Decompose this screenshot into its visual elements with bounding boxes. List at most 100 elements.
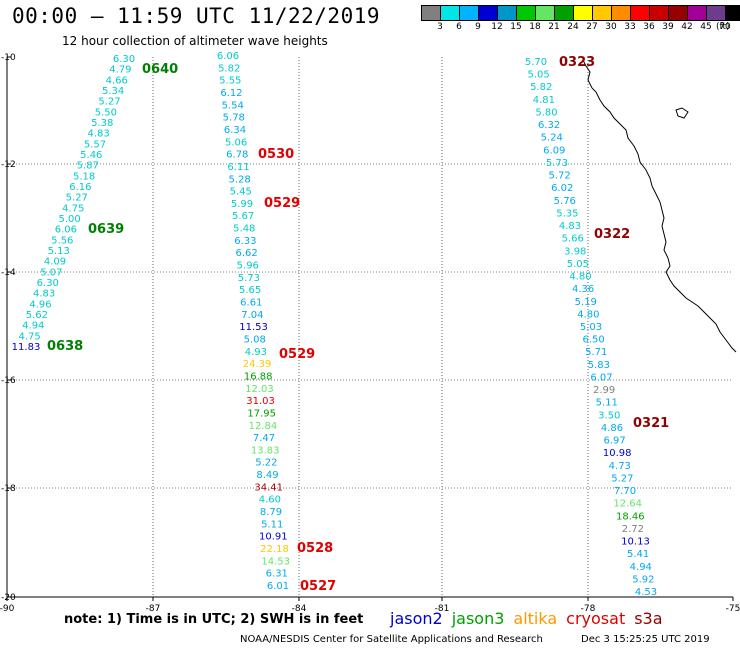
legend-item-altika: altika [513, 609, 558, 628]
pass-time-label: 0640 [142, 62, 178, 77]
wave-height-value: 5.55 [219, 76, 241, 87]
y-axis-ticks: -10 -12 -14 -16 -18 -20 [1, 53, 16, 603]
wave-height-value: 5.78 [223, 113, 245, 124]
wave-height-value: 6.31 [266, 569, 288, 580]
track-c: 5.705.055.824.815.806.325.246.095.735.72… [525, 55, 669, 598]
wave-height-value: 6.12 [220, 88, 242, 99]
map-title: 00:00 – 11:59 UTC 11/22/2019 [12, 4, 381, 28]
footer-note: note: 1) Time is in UTC; 2) SWH is in fe… [64, 612, 364, 627]
wave-height-value: 2.99 [593, 385, 615, 396]
colorbar-cell [593, 6, 612, 20]
wave-height-value: 5.82 [218, 63, 240, 74]
colorbar-tick-label: 24 [567, 22, 579, 32]
wave-height-value: 5.65 [239, 285, 261, 296]
wave-height-value: 5.92 [632, 574, 654, 585]
wave-height-value: 5.82 [530, 82, 552, 93]
wave-height-value: 18.46 [616, 511, 645, 522]
wave-height-value: 10.91 [259, 532, 288, 543]
wave-height-value: 6.50 [582, 335, 604, 346]
wave-height-value: 6.07 [590, 373, 612, 384]
wave-height-value: 13.83 [251, 445, 280, 456]
colorbar-tick-label: 6 [456, 22, 462, 32]
colorbar-tick-label: 33 [624, 22, 636, 32]
wave-height-value: 4.93 [245, 347, 267, 358]
wave-height-value: 5.48 [233, 224, 255, 235]
colorbar-tick-label: 39 [662, 22, 674, 32]
wave-height-value: 6.30 [113, 54, 135, 65]
wave-height-value: 6.97 [603, 436, 625, 447]
pass-time-label: 0528 [297, 541, 333, 556]
colorbar [421, 5, 740, 21]
y-tick-label: -20 [1, 593, 16, 603]
wave-height-value: 5.76 [554, 196, 576, 207]
colorbar-tick-label: 18 [529, 22, 541, 32]
wave-height-value: 5.07 [40, 267, 62, 278]
wave-height-value: 5.06 [225, 137, 247, 148]
legend-item-cryosat: cryosat [566, 609, 626, 628]
pass-time-label: 0530 [258, 147, 294, 162]
pass-time-label: 0321 [633, 416, 669, 431]
colorbar-cell [479, 6, 498, 20]
wave-height-value: 34.41 [254, 482, 283, 493]
wave-height-value: 5.27 [66, 193, 88, 204]
wave-height-value: 4.09 [44, 257, 66, 268]
colorbar-cell [555, 6, 574, 20]
wave-height-value: 31.03 [246, 396, 275, 407]
wave-height-value: 6.06 [217, 51, 239, 62]
colorbar-tick-label: 12 [491, 22, 503, 32]
track-a: 6.304.794.665.345.275.505.384.835.575.46… [12, 54, 179, 354]
track-b: 6.065.82 5.556.125.54 5.786.345.06 6.786.11… [217, 51, 336, 594]
wave-height-value: 11.83 [12, 342, 41, 353]
wave-height-value: 4.75 [18, 331, 40, 342]
colorbar-cell [669, 6, 688, 20]
wave-height-value: 5.38 [91, 118, 113, 129]
wave-height-value: 7.70 [614, 486, 636, 497]
colorbar-cell [517, 6, 536, 20]
wave-height-value: 4.80 [569, 272, 591, 283]
colorbar-tick-label: 9 [475, 22, 481, 32]
colorbar-cell [460, 6, 479, 20]
wave-height-value: 6.01 [267, 581, 289, 592]
wave-height-value: 5.71 [585, 347, 607, 358]
x-axis-ticks: -90 -87 -84 -81 -78 -75 [0, 597, 740, 614]
wave-height-value: 6.78 [226, 150, 248, 161]
wave-height-value: 6.11 [227, 162, 249, 173]
y-tick-label: -12 [1, 160, 16, 170]
wave-height-value: 6.30 [37, 278, 59, 289]
wave-height-value: 5.05 [527, 70, 549, 81]
wave-height-value: 5.22 [255, 458, 277, 469]
wave-height-value: 5.45 [230, 187, 252, 198]
wave-height-value: 6.61 [240, 298, 262, 309]
wave-height-value: 7.04 [241, 310, 263, 321]
colorbar-tick-label: 45 [700, 22, 712, 32]
pass-time-label: 0529 [279, 347, 315, 362]
lake-outline [675, 107, 689, 119]
wave-height-value: 5.27 [611, 473, 633, 484]
colorbar-cell [726, 6, 740, 20]
wave-height-value: 5.11 [596, 398, 618, 409]
wave-height-value: 4.66 [106, 75, 128, 86]
wave-height-value: 5.03 [580, 322, 602, 333]
pass-time-label: 0322 [594, 227, 630, 242]
wave-height-value: 5.08 [244, 335, 266, 346]
colorbar-tick-label: 70 [719, 22, 731, 32]
wave-height-value: 5.80 [535, 108, 557, 119]
wave-height-value: 4.94 [630, 562, 652, 573]
wave-height-value: 14.53 [261, 556, 290, 567]
colorbar-tick-label: 21 [548, 22, 560, 32]
wave-height-value: 3.98 [564, 246, 586, 257]
wave-height-value: 6.06 [55, 225, 77, 236]
graticule [7, 57, 733, 597]
wave-height-value: 4.60 [259, 495, 281, 506]
wave-height-value: 4.96 [29, 299, 51, 310]
x-tick-label: -78 [581, 604, 596, 614]
pass-time-label: 0639 [88, 222, 124, 237]
colorbar-cell [688, 6, 707, 20]
colorbar-cell [707, 6, 726, 20]
wave-height-value: 5.05 [567, 259, 589, 270]
wave-height-value: 2.72 [622, 524, 644, 535]
wave-height-value: 6.16 [69, 182, 91, 193]
wave-height-value: 4.53 [635, 587, 657, 598]
wave-height-value: 6.02 [551, 183, 573, 194]
wave-height-value: 4.83 [559, 221, 581, 232]
